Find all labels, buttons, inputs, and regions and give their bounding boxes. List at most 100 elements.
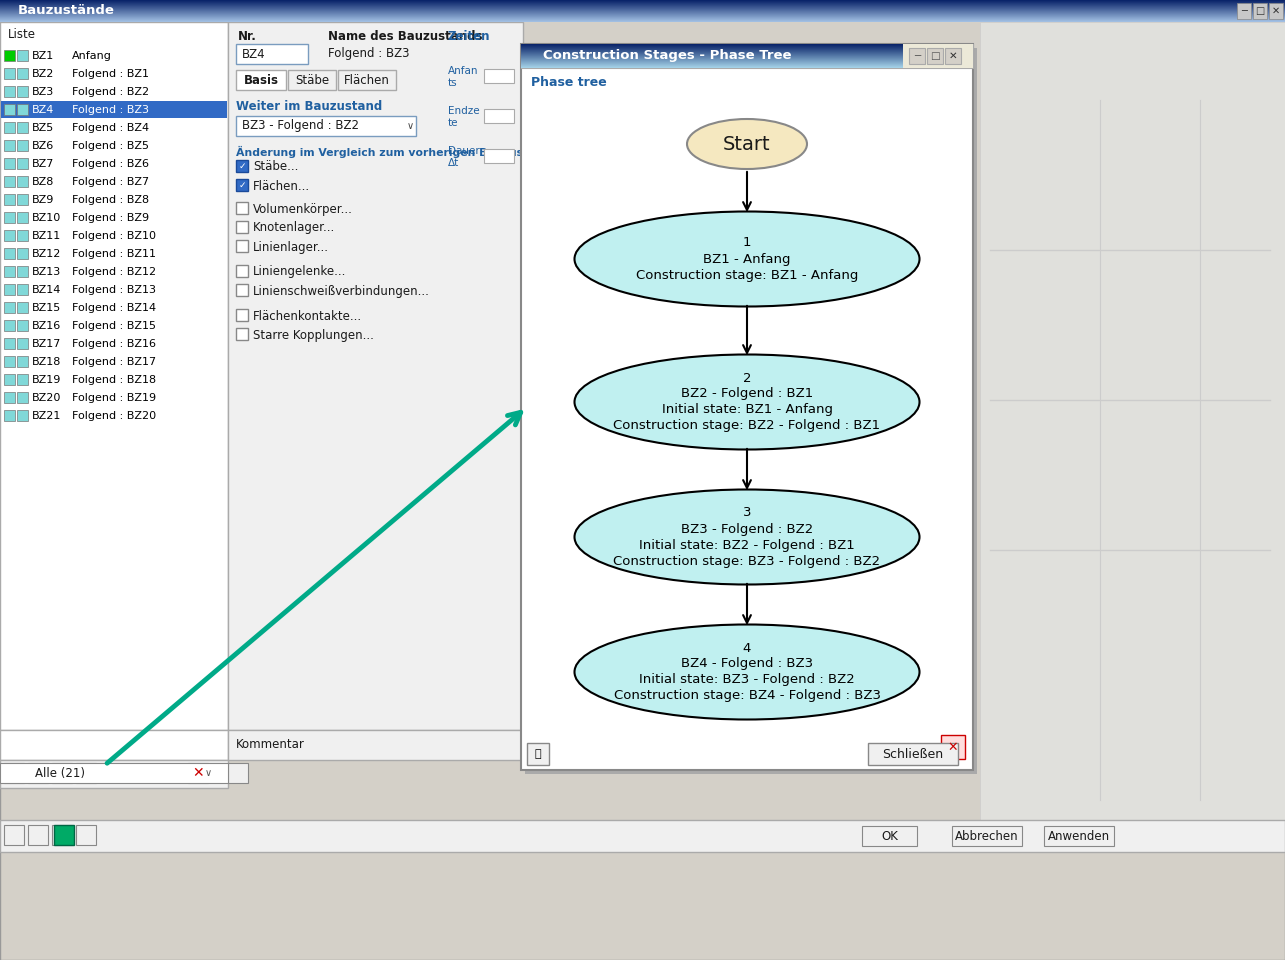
Bar [236, 221, 248, 233]
Text: BZ9: BZ9 [32, 195, 54, 205]
Bar [520, 52, 903, 53]
Text: Bauzustände: Bauzustände [18, 5, 114, 17]
Text: Volumenkörper...: Volumenkörper... [253, 203, 353, 215]
Text: Folgend : BZ13: Folgend : BZ13 [72, 285, 155, 295]
Bar [0, 2, 1285, 3]
Bar [4, 284, 15, 295]
Text: BZ4: BZ4 [32, 105, 54, 115]
Text: BZ1 - Anfang: BZ1 - Anfang [703, 252, 790, 266]
Bar [17, 194, 28, 205]
Bar [4, 266, 15, 277]
Bar [520, 54, 903, 55]
Text: Endze
te: Endze te [448, 107, 479, 128]
Text: BZ3: BZ3 [32, 87, 54, 97]
Bar [0, 730, 227, 760]
Text: BZ8: BZ8 [32, 177, 54, 187]
Text: OK: OK [882, 829, 898, 843]
Bar [236, 265, 248, 277]
Text: BZ6: BZ6 [32, 141, 54, 151]
Text: Folgend : BZ16: Folgend : BZ16 [72, 339, 155, 349]
Bar [520, 65, 903, 66]
Bar [17, 374, 28, 385]
Bar [76, 825, 96, 845]
Text: Construction stage: BZ3 - Folgend : BZ2: Construction stage: BZ3 - Folgend : BZ2 [613, 555, 880, 567]
Bar [51, 825, 72, 845]
Bar [17, 320, 28, 331]
Bar [1, 101, 227, 118]
Bar [4, 338, 15, 349]
Bar [0, 17, 1285, 18]
Bar [520, 61, 903, 62]
Text: 1: 1 [743, 236, 752, 250]
Text: Folgend : BZ12: Folgend : BZ12 [72, 267, 155, 277]
Bar [0, 12, 1285, 13]
Bar [520, 48, 903, 49]
Bar [4, 356, 15, 367]
Bar [17, 122, 28, 133]
Bar [338, 70, 396, 90]
Text: BZ19: BZ19 [32, 375, 62, 385]
Ellipse shape [574, 625, 920, 719]
Text: ─: ─ [914, 51, 920, 61]
Bar [0, 21, 1285, 22]
Bar [867, 743, 959, 765]
Ellipse shape [574, 354, 920, 449]
Bar [926, 48, 943, 64]
Text: BZ12: BZ12 [32, 249, 62, 259]
Bar [4, 374, 15, 385]
Bar [288, 70, 335, 90]
Bar [17, 284, 28, 295]
Text: Folgend : BZ6: Folgend : BZ6 [72, 159, 149, 169]
Text: ✕: ✕ [948, 51, 957, 61]
Text: Folgend : BZ1: Folgend : BZ1 [72, 69, 149, 79]
Text: BZ10: BZ10 [32, 213, 62, 223]
Bar [28, 825, 48, 845]
Bar [17, 86, 28, 97]
Bar [484, 69, 514, 83]
Text: Folgend : BZ19: Folgend : BZ19 [72, 393, 155, 403]
Text: BZ7: BZ7 [32, 159, 54, 169]
Bar [0, 1, 1285, 2]
Bar [520, 59, 903, 60]
Bar [0, 16, 1285, 17]
Text: Folgend : BZ15: Folgend : BZ15 [72, 321, 155, 331]
Bar [0, 820, 1285, 852]
Text: BZ5: BZ5 [32, 123, 54, 133]
Bar [520, 66, 903, 67]
Text: Folgend : BZ18: Folgend : BZ18 [72, 375, 155, 385]
Text: ✕: ✕ [193, 766, 204, 780]
Bar [520, 67, 903, 68]
Bar [903, 44, 973, 68]
Text: Folgend : BZ2: Folgend : BZ2 [72, 87, 149, 97]
Bar [0, 13, 1285, 14]
Bar [4, 176, 15, 187]
Bar [0, 0, 1285, 22]
Text: Starre Kopplungen...: Starre Kopplungen... [253, 328, 374, 342]
Text: Weiter im Bauzustand: Weiter im Bauzustand [236, 100, 382, 112]
Bar [51, 763, 72, 783]
Text: Folgend : BZ14: Folgend : BZ14 [72, 303, 155, 313]
Bar [0, 763, 227, 783]
Bar [28, 763, 48, 783]
Bar [520, 51, 903, 52]
Bar [227, 763, 248, 783]
Text: Kommentar: Kommentar [236, 738, 305, 752]
Text: ∨: ∨ [204, 768, 212, 778]
Text: Dauer
Δt: Dauer Δt [448, 146, 479, 168]
Ellipse shape [574, 211, 920, 306]
Bar [17, 212, 28, 223]
Bar [520, 57, 903, 58]
Text: Folgend : BZ10: Folgend : BZ10 [72, 231, 155, 241]
Bar [17, 50, 28, 61]
Bar [4, 410, 15, 421]
Text: Start: Start [723, 134, 771, 154]
Bar [0, 8, 1285, 9]
Text: 🔍: 🔍 [535, 749, 541, 759]
Text: ─: ─ [1241, 6, 1246, 16]
Bar [520, 50, 903, 51]
Text: Construction Stages - Phase Tree: Construction Stages - Phase Tree [544, 50, 792, 62]
Bar [520, 44, 973, 770]
Bar [0, 22, 227, 730]
Text: ✕: ✕ [948, 740, 959, 754]
Bar [520, 55, 903, 56]
